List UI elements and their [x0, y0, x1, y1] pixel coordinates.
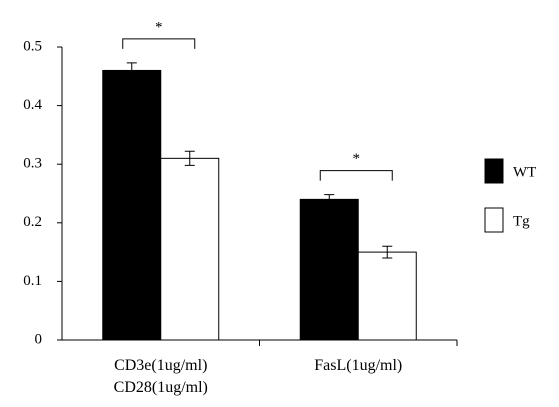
y-tick-label: 0.1: [23, 273, 42, 289]
y-tick-label: 0.2: [23, 214, 42, 230]
significance-bracket: [122, 38, 196, 49]
significance-bracket: [319, 170, 393, 181]
significance-label: *: [155, 19, 163, 35]
error-bar: [126, 62, 137, 79]
bar: [160, 157, 220, 341]
error-bar: [324, 194, 335, 205]
error-bar: [382, 245, 393, 259]
legend-label: WT: [513, 164, 536, 180]
legend-swatch: [484, 158, 504, 184]
y-tick-label: 0.5: [23, 38, 42, 54]
bar: [102, 69, 162, 341]
bar: [357, 251, 417, 341]
legend-label: Tg: [513, 213, 530, 229]
y-tick-label: 0.4: [23, 97, 42, 113]
y-tick-label: 0: [35, 331, 43, 347]
legend-swatch: [484, 207, 504, 233]
bar: [299, 198, 359, 341]
x-tick-label: FasL(1ug/ml): [314, 357, 403, 374]
error-bar: [184, 150, 195, 166]
y-tick-label: 0.3: [23, 156, 42, 172]
significance-label: *: [353, 151, 361, 167]
x-tick-label: CD3e(1ug/ml) CD28(1ug/ml): [113, 357, 208, 396]
